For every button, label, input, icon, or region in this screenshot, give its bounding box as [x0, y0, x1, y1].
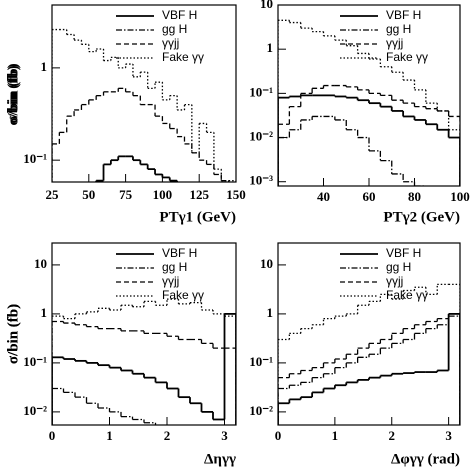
- legend-label: Fake γγ: [386, 50, 428, 64]
- legend-label: Fake γγ: [386, 288, 428, 302]
- histograms: [278, 283, 460, 425]
- y-tick-label: 1: [41, 305, 48, 320]
- legend-label: gg H: [386, 260, 411, 274]
- legend-label: Fake γγ: [162, 50, 204, 64]
- y-tick-label: 10⁻²: [23, 403, 47, 418]
- x-tick-label: 0: [275, 428, 282, 443]
- y-tick-label: 10⁻¹: [249, 84, 273, 99]
- x-tick-label: 75: [119, 187, 133, 202]
- y-axis-title: σ/bin (fb): [5, 65, 21, 125]
- legend-label: gg H: [162, 22, 187, 36]
- y-tick-label: 10⁻¹: [249, 354, 273, 369]
- plot-frame: [51, 4, 237, 183]
- panel: 10⁻³ 10⁻² 10⁻¹ 1 10 40 60 80 100 σ/bin (fb) PTγ2 (…: [5, 0, 469, 225]
- legend-label: γγjj: [162, 274, 179, 288]
- x-tick-label: 80: [408, 189, 421, 204]
- y-axis-title: σ/bin (fb): [5, 304, 21, 364]
- y-tick-label: 1: [267, 40, 274, 55]
- x-axis-title: Δηγγ: [204, 451, 236, 467]
- y-tick-label: 1: [41, 59, 48, 74]
- y-tick-label: 10⁻³: [249, 173, 273, 188]
- x-tick-label: 0: [49, 428, 56, 443]
- legend-label: VBF H: [386, 246, 421, 260]
- panel: 10⁻² 10⁻¹ 1 10 0 1 2 3 σ/bin (fb) Δηγγ VBF Hgg Hγγ…: [5, 242, 237, 467]
- y-axis-title: σ/bin (fb): [5, 63, 21, 123]
- x-axis-title: PTγ2 (GeV): [383, 209, 460, 225]
- x-tick-label: 150: [226, 187, 246, 202]
- y-tick-label: 10⁻²: [249, 403, 273, 418]
- x-tick-label: 1: [332, 428, 339, 443]
- histograms: [52, 28, 236, 182]
- legend-label: γγjj: [162, 36, 179, 50]
- x-tick-label: 3: [221, 428, 228, 443]
- x-tick-label: 40: [317, 189, 330, 204]
- x-axis-title: Δφγγ (rad): [391, 451, 460, 467]
- legend-label: VBF H: [162, 8, 197, 22]
- x-tick-label: 3: [445, 428, 452, 443]
- x-tick-label: 60: [363, 189, 376, 204]
- y-tick-label: 10: [34, 256, 47, 271]
- legend-label: γγjj: [386, 274, 403, 288]
- y-tick-label: 10⁻²: [249, 129, 273, 144]
- x-tick-label: 1: [106, 428, 113, 443]
- legend-label: VBF H: [162, 246, 197, 260]
- x-tick-label: 2: [164, 428, 171, 443]
- x-tick-label: 25: [46, 187, 60, 202]
- y-axis-title: σ/bin (fb): [5, 304, 21, 364]
- y-tick-label: 10: [260, 0, 273, 11]
- y-tick-label: 10: [260, 256, 273, 271]
- x-tick-label: 100: [450, 189, 470, 204]
- y-tick-label: 10⁻¹: [23, 354, 47, 369]
- x-tick-label: 2: [389, 428, 396, 443]
- legend-label: VBF H: [386, 8, 421, 22]
- y-tick-label: 1: [267, 305, 274, 320]
- legend-label: gg H: [162, 260, 187, 274]
- legend-label: Fake γγ: [162, 288, 204, 302]
- legend-label: gg H: [386, 22, 411, 36]
- y-tick-label: 10⁻¹: [23, 151, 47, 166]
- x-axis-title: PTγ1 (GeV): [159, 209, 236, 225]
- x-tick-label: 50: [82, 187, 95, 202]
- x-tick-label: 100: [153, 187, 173, 202]
- x-tick-label: 125: [189, 187, 209, 202]
- legend-label: γγjj: [386, 36, 403, 50]
- histograms: [52, 298, 236, 425]
